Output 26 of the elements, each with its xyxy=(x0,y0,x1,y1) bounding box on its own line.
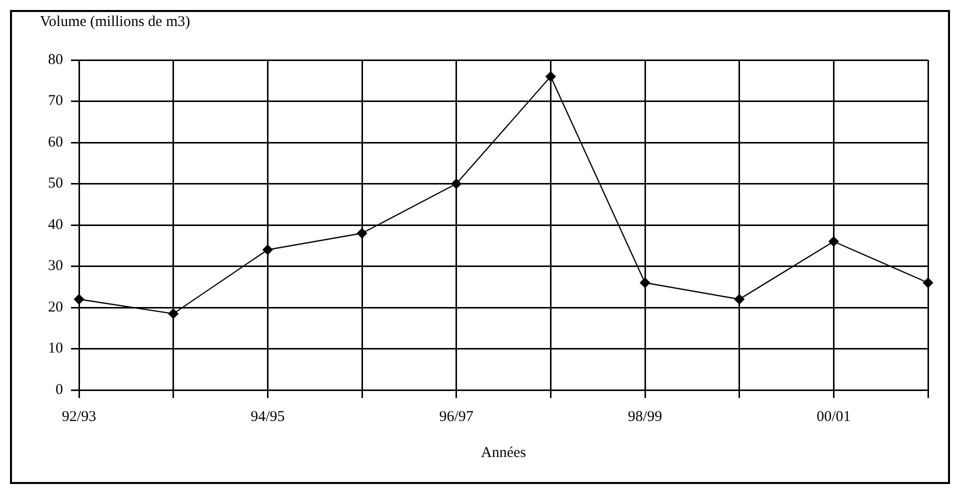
y-axis-title: Volume (millions de m3) xyxy=(40,14,190,31)
x-tick-label: 94/95 xyxy=(250,408,285,425)
point xyxy=(168,308,178,319)
y-tick-label: 50 xyxy=(48,176,63,192)
point xyxy=(640,278,650,288)
point xyxy=(356,228,368,238)
x-tick-label: 00/01 xyxy=(816,408,851,425)
x-tick-label: 96/97 xyxy=(439,408,474,425)
x-tick-label: 98/99 xyxy=(628,408,662,425)
point xyxy=(74,294,84,304)
y-tick-label: 10 xyxy=(48,340,63,357)
point xyxy=(546,71,556,82)
point xyxy=(451,178,462,189)
y-tick-label: 40 xyxy=(48,216,63,233)
y-tick-label: 20 xyxy=(48,299,63,316)
point xyxy=(262,244,273,255)
y-tick-label: 70 xyxy=(48,93,63,110)
y-tick-label: 80 xyxy=(48,52,63,68)
point xyxy=(734,294,744,304)
y-tick-label: 60 xyxy=(48,134,63,150)
point xyxy=(922,278,934,288)
x-axis-title: Années xyxy=(481,444,526,461)
y-tick-label: 30 xyxy=(48,258,63,274)
point xyxy=(828,236,839,247)
x-tick-label: 92/93 xyxy=(62,408,96,425)
y-tick-label: 0 xyxy=(56,382,63,398)
